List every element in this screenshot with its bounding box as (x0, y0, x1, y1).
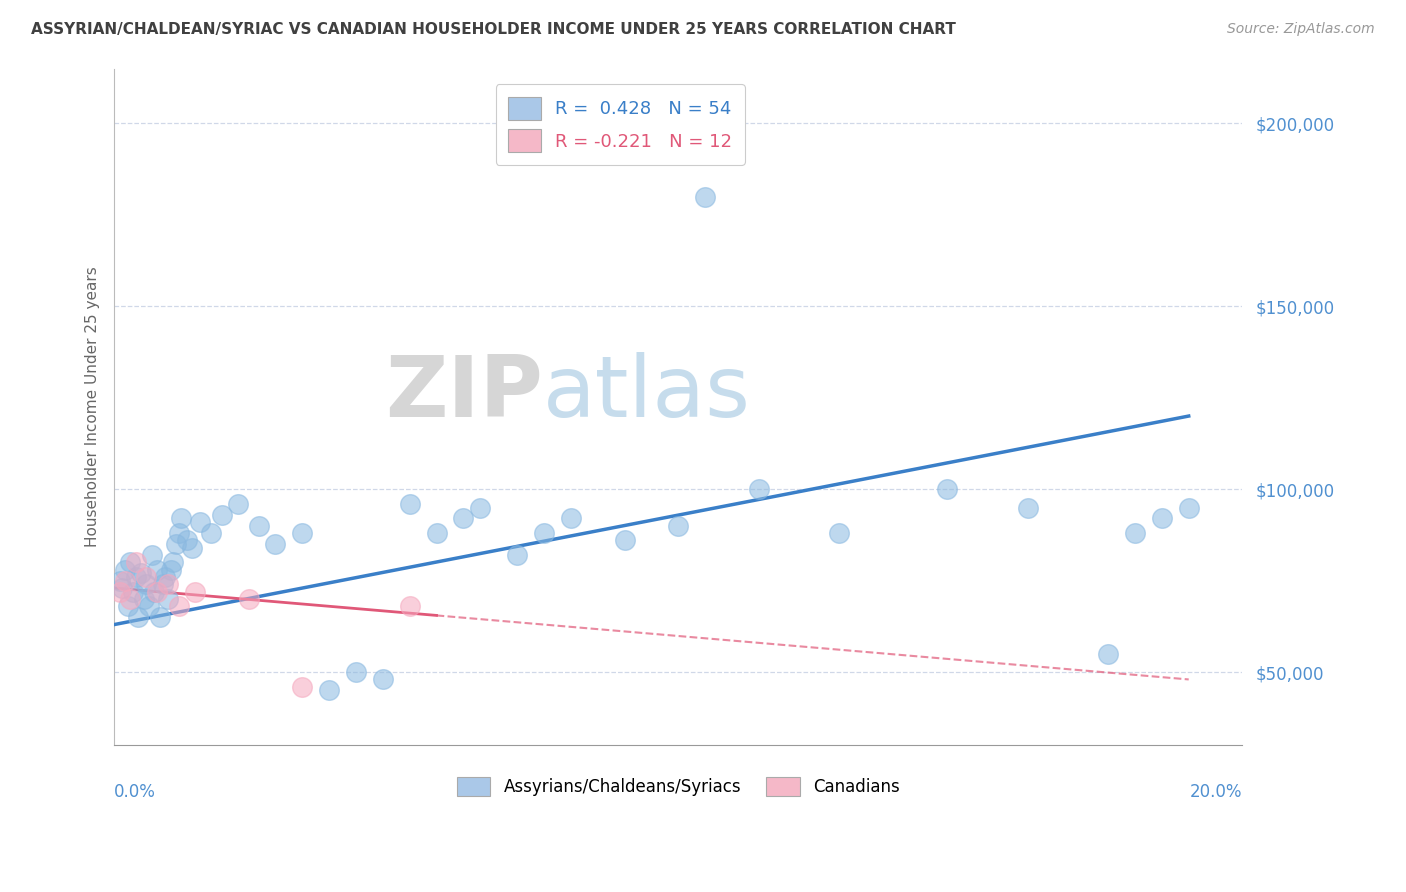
Point (371, 673, 394, 687)
Point (425, 526, 447, 541)
Point (613, 533, 636, 548)
Point (156, 577, 179, 591)
Point (156, 591, 179, 606)
Point (453, 511, 475, 525)
Point (181, 541, 204, 555)
Point (188, 515, 211, 529)
Point (176, 533, 198, 548)
Point (155, 570, 177, 584)
Point (560, 511, 582, 525)
Point (1150, 511, 1173, 525)
Point (1017, 500, 1039, 515)
Point (114, 574, 136, 588)
Point (108, 584, 131, 599)
Point (167, 599, 190, 614)
Point (936, 482, 959, 496)
Point (152, 577, 174, 591)
Point (141, 548, 163, 562)
Legend: Assyrians/Chaldeans/Syriacs, Canadians: Assyrians/Chaldeans/Syriacs, Canadians (449, 769, 908, 805)
Point (398, 599, 420, 614)
Point (138, 599, 160, 614)
Point (135, 570, 157, 584)
Point (291, 526, 314, 541)
Point (533, 526, 555, 541)
Point (120, 555, 142, 569)
Point (1123, 526, 1146, 541)
Point (695, 189, 717, 203)
Point (344, 665, 367, 680)
Point (398, 497, 420, 511)
Point (120, 591, 142, 606)
Point (117, 599, 139, 614)
Point (264, 537, 287, 551)
Point (127, 610, 149, 624)
Point (184, 584, 207, 599)
Point (165, 537, 187, 551)
Text: Source: ZipAtlas.com: Source: ZipAtlas.com (1227, 22, 1375, 37)
Point (129, 566, 152, 581)
Point (159, 563, 181, 577)
Point (162, 555, 184, 569)
Point (247, 518, 270, 533)
Point (170, 511, 193, 525)
Point (146, 584, 169, 599)
Y-axis label: Householder Income Under 25 years: Householder Income Under 25 years (86, 267, 100, 548)
Point (125, 555, 148, 569)
Point (468, 500, 491, 515)
Point (506, 548, 529, 562)
Point (828, 526, 851, 541)
Point (114, 563, 136, 577)
Point (226, 497, 249, 511)
Point (211, 508, 233, 522)
Point (108, 574, 131, 588)
Point (1177, 500, 1199, 515)
Point (666, 518, 689, 533)
Point (291, 680, 314, 694)
Point (122, 584, 145, 599)
Point (318, 683, 340, 698)
Point (748, 482, 770, 496)
Point (146, 563, 169, 577)
Point (143, 584, 166, 599)
Point (200, 526, 222, 541)
Text: 0.0%: 0.0% (114, 782, 156, 800)
Point (149, 610, 172, 624)
Text: ASSYRIAN/CHALDEAN/SYRIAC VS CANADIAN HOUSEHOLDER INCOME UNDER 25 YEARS CORRELATI: ASSYRIAN/CHALDEAN/SYRIAC VS CANADIAN HOU… (31, 22, 956, 37)
Point (125, 570, 148, 584)
Point (135, 577, 157, 591)
Text: ZIP: ZIP (385, 351, 543, 435)
Point (238, 591, 260, 606)
Text: atlas: atlas (543, 351, 751, 435)
Text: 20.0%: 20.0% (1189, 782, 1243, 800)
Point (1097, 647, 1119, 661)
Point (111, 581, 134, 595)
Point (132, 591, 155, 606)
Point (167, 526, 190, 541)
